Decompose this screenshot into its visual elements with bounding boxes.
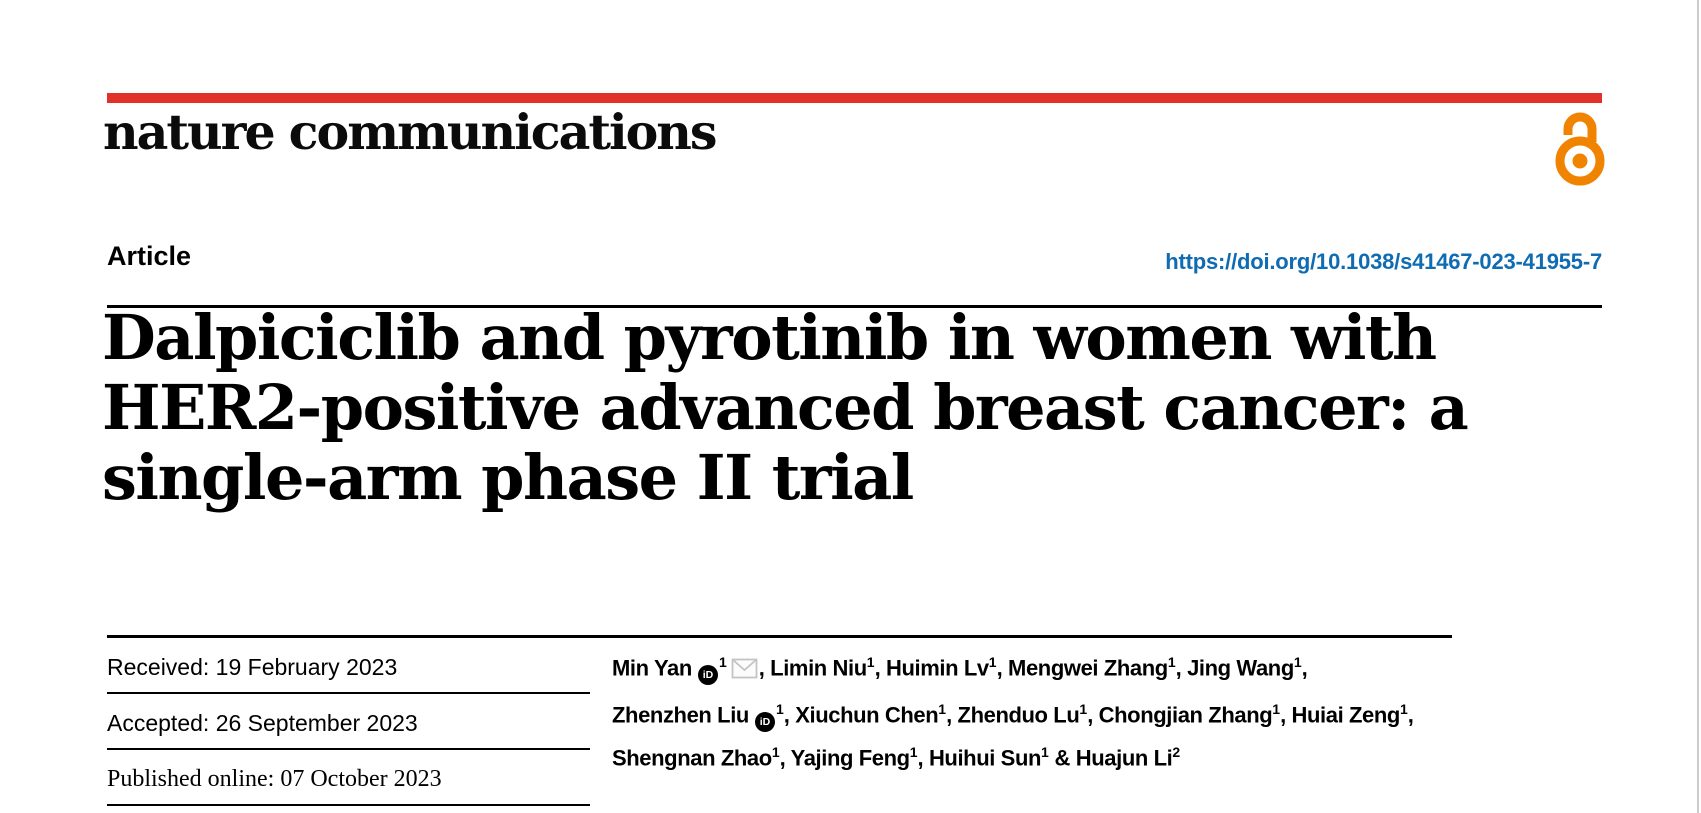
article-type-label: Article bbox=[107, 241, 192, 271]
affiliation-superscript: 1 bbox=[1167, 654, 1176, 670]
date-divider bbox=[107, 692, 590, 694]
accepted-value: 26 September 2023 bbox=[215, 710, 418, 736]
orcid-icon[interactable]: iD bbox=[697, 665, 718, 686]
author-name: Huajun Li bbox=[1075, 744, 1173, 770]
title-line-2: HER2-positive advanced breast cancer: a bbox=[102, 371, 1469, 444]
author-name: Min Yan bbox=[612, 655, 692, 681]
author-name: Xiuchun Chen bbox=[795, 702, 939, 728]
author-name: Huihui Sun bbox=[928, 744, 1042, 770]
author-list: Min Yan iD1, Limin Niu1, Huimin Lv1, Meng… bbox=[612, 644, 1492, 776]
window-right-edge bbox=[1697, 0, 1699, 813]
affiliation-superscript: 1 bbox=[1293, 654, 1302, 670]
affiliation-superscript: 1 bbox=[1272, 700, 1281, 717]
dates-panel: Received: 19 February 2023 Accepted: 26 … bbox=[107, 638, 590, 806]
header-divider-rule bbox=[107, 305, 1602, 308]
affiliation-superscript: 1 bbox=[1399, 700, 1408, 717]
affiliation-superscript: 1 bbox=[909, 743, 918, 760]
author-name: Huimin Lv bbox=[886, 655, 989, 681]
published-label: Published online: bbox=[107, 766, 275, 792]
author-name: Huiai Zeng bbox=[1291, 702, 1401, 728]
orcid-icon[interactable]: iD bbox=[754, 712, 775, 733]
author-name: Shengnan Zhao bbox=[612, 744, 772, 770]
affiliation-superscript: 1 bbox=[1079, 700, 1088, 717]
author-name: Chongjian Zhang bbox=[1098, 702, 1273, 728]
author-line: Zhenzhen Liu iD1, Xiuchun Chen1, Zhenduo … bbox=[612, 691, 1492, 734]
date-divider bbox=[107, 804, 590, 806]
affiliation-superscript: 1 bbox=[938, 700, 947, 717]
author-line: Min Yan iD1, Limin Niu1, Huimin Lv1, Meng… bbox=[612, 644, 1492, 691]
title-line-1: Dalpiciclib and pyrotinib in women with bbox=[102, 301, 1437, 374]
paper-title: Dalpiciclib and pyrotinib in women with … bbox=[102, 301, 1469, 514]
received-value: 19 February 2023 bbox=[215, 654, 398, 680]
author-name: Limin Niu bbox=[770, 655, 867, 681]
affiliation-superscript: 1 bbox=[771, 743, 780, 760]
author-name: Yajing Feng bbox=[790, 744, 910, 770]
author-name: Jing Wang bbox=[1187, 655, 1294, 681]
affiliation-superscript: 1 bbox=[866, 654, 875, 670]
author-name: Zhenduo Lu bbox=[957, 702, 1080, 728]
journal-logo: nature communications bbox=[103, 103, 717, 161]
author-name: Zhenzhen Liu bbox=[612, 702, 749, 728]
email-icon[interactable] bbox=[731, 653, 758, 691]
published-value: 07 October 2023 bbox=[280, 766, 442, 792]
affiliation-superscript: 2 bbox=[1172, 743, 1181, 760]
published-date-row: Published online: 07 October 2023 bbox=[107, 750, 590, 804]
accepted-date-row: Accepted: 26 September 2023 bbox=[107, 694, 590, 748]
affiliation-superscript: 1 bbox=[1041, 743, 1049, 760]
title-line-3: single-arm phase II trial bbox=[102, 441, 914, 514]
open-access-icon bbox=[1555, 112, 1605, 186]
doi-link[interactable]: https://doi.org/10.1038/s41467-023-41955… bbox=[1165, 249, 1602, 274]
affiliation-superscript: 1 bbox=[988, 654, 997, 670]
received-date-row: Received: 19 February 2023 bbox=[107, 638, 590, 692]
received-label: Received: bbox=[107, 654, 210, 680]
affiliation-superscript: 1 bbox=[718, 654, 727, 670]
accepted-label: Accepted: bbox=[107, 710, 210, 736]
brand-red-bar bbox=[107, 93, 1602, 103]
affiliation-superscript: 1 bbox=[775, 700, 784, 717]
meta-top-rule bbox=[107, 635, 1452, 638]
date-divider bbox=[107, 748, 590, 750]
author-name: Mengwei Zhang bbox=[1008, 655, 1168, 681]
author-line: Shengnan Zhao1, Yajing Feng1, Huihui Sun… bbox=[612, 743, 1181, 770]
